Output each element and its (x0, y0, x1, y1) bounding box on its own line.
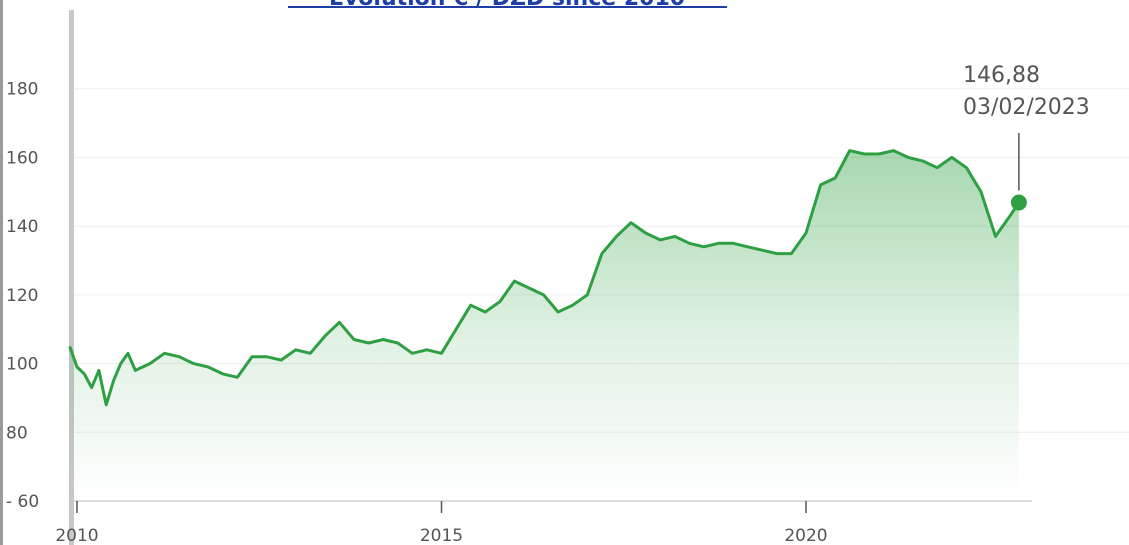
y-tick-label: 100 (6, 355, 38, 375)
x-tick-label: 2015 (420, 526, 463, 545)
y-tick-label: 180 (6, 80, 38, 100)
last-value-marker (1010, 194, 1027, 211)
y-tick-label: - 60 (6, 492, 39, 512)
chart-title: Evolution € / DZD since 2010 (329, 0, 685, 11)
y-axis-bar (69, 10, 74, 545)
y-tick-label: 140 (6, 217, 38, 237)
annotation-value: 146,88 (963, 63, 1040, 88)
chart-left-frame-line (0, 0, 3, 545)
series-area-fill (69, 150, 1019, 501)
y-tick-label: 160 (6, 148, 38, 168)
series-line (68, 149, 1021, 407)
y-tick-label: 120 (6, 286, 38, 306)
x-tick-label: 2020 (784, 526, 827, 545)
y-tick-label: 80 (6, 423, 28, 443)
annotation-date: 03/02/2023 (963, 95, 1090, 120)
x-tick-label: 2010 (55, 526, 98, 545)
